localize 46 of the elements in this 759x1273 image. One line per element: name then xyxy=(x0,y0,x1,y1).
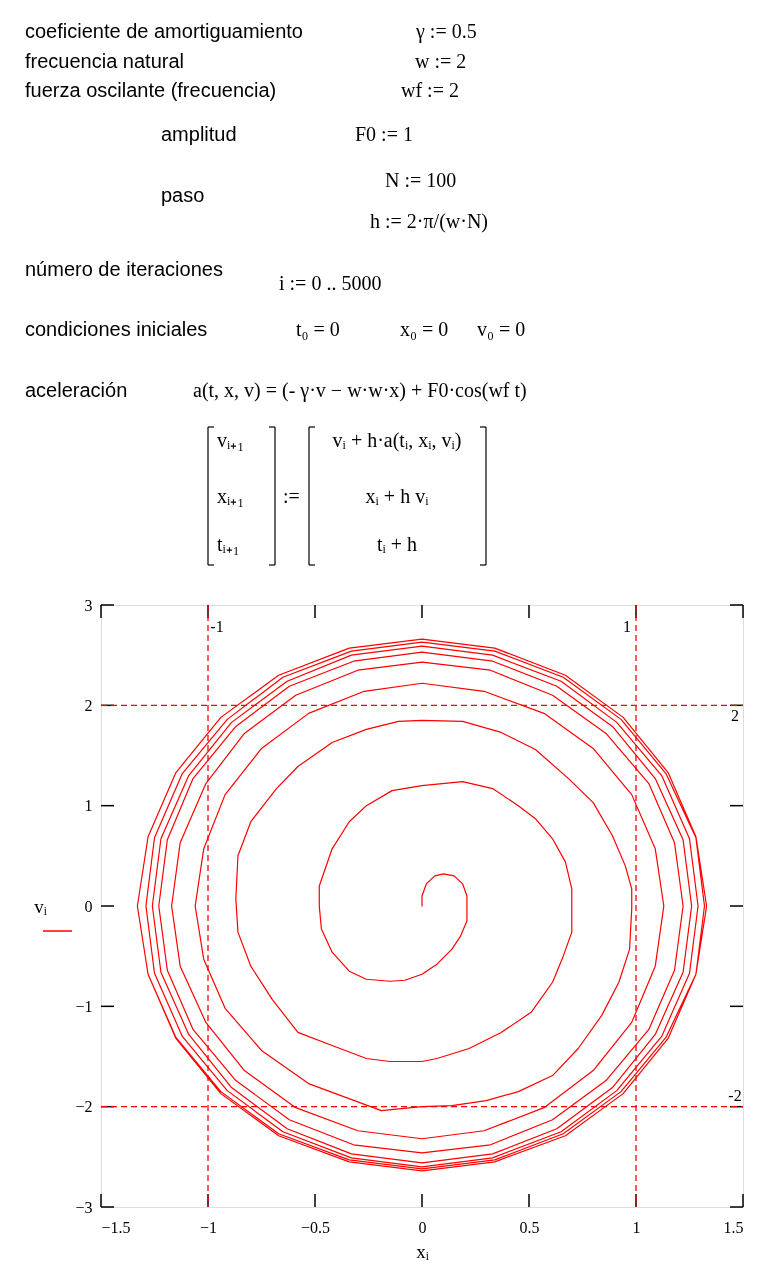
text: frecuencia natural xyxy=(25,50,184,72)
text: xᵢ₊₁ xyxy=(217,485,245,507)
text: i := 0 .. 5000 xyxy=(279,272,382,294)
text: h := 2·π/(w·N) xyxy=(370,210,489,233)
ref-line-label: 1 xyxy=(623,618,631,635)
text: := xyxy=(283,485,300,507)
ref-line-label: -1 xyxy=(210,618,224,635)
x-tick-label: 1.5 xyxy=(723,1218,744,1236)
text: xᵢ + h vᵢ xyxy=(365,485,430,507)
y-tick-label: 0 xyxy=(84,897,93,915)
ref-line-label: -2 xyxy=(728,1086,742,1104)
text: a(t, x, v) = (- γ·v − w·w·x) + F0·cos(wf t) xyxy=(193,379,527,402)
text: vᵢ₊₁ xyxy=(217,429,245,451)
text: wf := 2 xyxy=(401,79,459,101)
text: γ := 0.5 xyxy=(415,20,477,43)
ref-line-label: 2 xyxy=(731,707,739,725)
x-tick-label: 0 xyxy=(418,1218,427,1236)
y-axis-title: vᵢ xyxy=(34,895,47,917)
x-axis-title: xᵢ xyxy=(416,1240,429,1262)
text: N := 100 xyxy=(385,169,457,191)
y-tick-label: 2 xyxy=(84,696,93,714)
text: aceleración xyxy=(25,379,128,401)
x-tick-label: −1 xyxy=(199,1218,218,1236)
text: número de iteraciones xyxy=(25,258,223,280)
y-tick-label: −2 xyxy=(75,1098,93,1116)
text: w := 2 xyxy=(415,50,467,72)
text: v₀ = 0 xyxy=(477,318,526,340)
x-tick-label: 0.5 xyxy=(519,1218,540,1236)
text: F0 := 1 xyxy=(355,123,413,145)
y-tick-label: 1 xyxy=(84,797,93,815)
text: fuerza oscilante (frecuencia) xyxy=(25,79,277,101)
y-tick-label: −3 xyxy=(75,1198,93,1216)
text: amplitud xyxy=(161,123,237,145)
x-tick-label: −1.5 xyxy=(101,1218,131,1236)
y-tick-label: −1 xyxy=(75,997,93,1015)
text: condiciones iniciales xyxy=(25,318,208,340)
y-tick-label: 3 xyxy=(84,596,93,614)
x-tick-label: −0.5 xyxy=(300,1218,331,1236)
text: tᵢ + h xyxy=(376,533,418,555)
text: tᵢ₊₁ xyxy=(217,533,240,555)
text: t₀ = 0 xyxy=(296,318,340,340)
text: vᵢ + h·a(tᵢ, xᵢ, vᵢ) xyxy=(332,429,462,452)
text: paso xyxy=(161,184,205,206)
x-tick-label: 1 xyxy=(632,1218,641,1236)
text: x₀ = 0 xyxy=(400,318,449,340)
text: coeficiente de amortiguamiento xyxy=(25,20,303,42)
